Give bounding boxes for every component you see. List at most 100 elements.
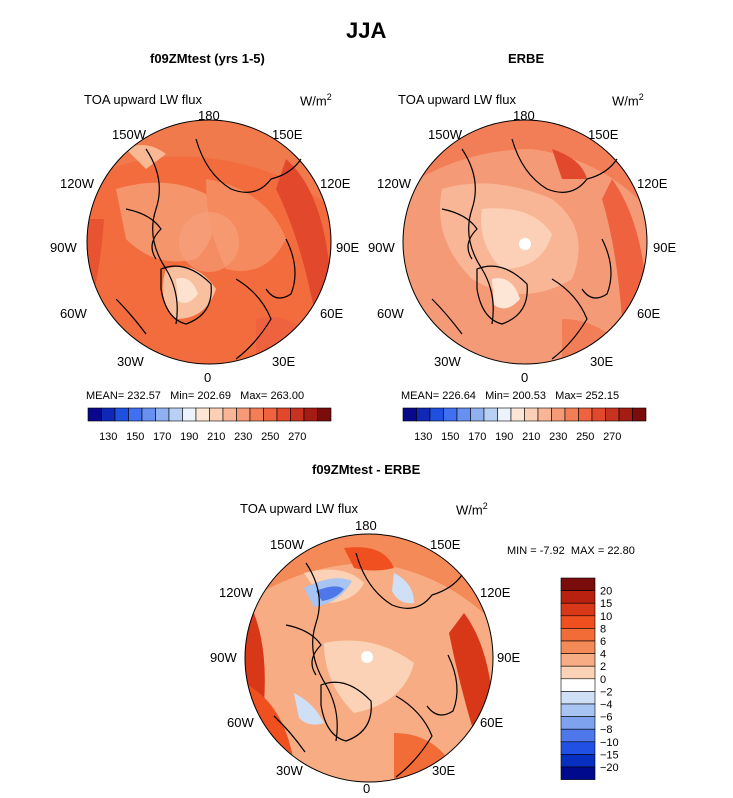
colorbar-swatch xyxy=(605,407,620,422)
panel-obs-lon-30e: 30E xyxy=(590,354,614,369)
colorbar-swatch xyxy=(470,407,485,422)
colorbar-swatch xyxy=(276,407,291,422)
panel-diff-lon-150w: 150W xyxy=(270,537,304,552)
panel-obs-pole-marker xyxy=(519,238,531,250)
diff-colorbar-tick-label: 20 xyxy=(600,586,612,598)
diff-colorbar-swatch xyxy=(560,728,596,743)
colorbar-swatch xyxy=(564,407,579,422)
panel-diff-variable-label: TOA upward LW flux xyxy=(240,501,359,516)
colorbar-tick-label: 130 xyxy=(99,431,117,443)
colorbar-tick-label: 230 xyxy=(234,431,252,443)
diff-colorbar-swatch xyxy=(560,754,596,768)
colorbar-swatch xyxy=(87,407,102,422)
diff-colorbar-swatch xyxy=(560,653,596,667)
colorbar-swatch xyxy=(537,407,552,422)
panel-obs-lon-150e: 150E xyxy=(588,127,619,142)
colorbar-tick-label: 270 xyxy=(288,431,306,443)
panel-diff-lon-180: 180 xyxy=(355,518,377,533)
diff-colorbar-swatch xyxy=(560,716,596,730)
diff-colorbar-swatch xyxy=(560,640,596,654)
panel-model-lon-30w: 30W xyxy=(117,354,144,369)
panel-diff-stats: MIN = -7.92 MAX = 22.80 xyxy=(507,545,635,557)
diff-colorbar-swatch xyxy=(560,602,596,617)
colorbar-swatch xyxy=(402,407,417,422)
colorbar-tick-label: 250 xyxy=(576,431,594,443)
colorbar-tick-label: 190 xyxy=(495,431,513,443)
panel-obs-stats: MEAN= 226.64 Min= 200.53 Max= 252.15 xyxy=(401,390,620,402)
panel-model-min: 202.69 xyxy=(197,390,231,402)
diff-colorbar-tick-label: −4 xyxy=(600,699,613,711)
colorbar-swatch xyxy=(443,407,458,422)
colorbar-swatch xyxy=(632,407,647,422)
panel-obs-polar-map xyxy=(402,119,648,365)
colorbar-tick-label: 250 xyxy=(261,431,279,443)
diff-colorbar-tick-label: 10 xyxy=(600,611,612,623)
panel-diff-boundary xyxy=(244,533,494,783)
colorbar-swatch xyxy=(551,407,566,422)
panel-model-lon-150e: 150E xyxy=(272,127,303,142)
panel-obs-lon-180: 180 xyxy=(513,108,535,123)
diff-colorbar-tick-label: −20 xyxy=(600,762,619,774)
panel-model-lon-60e: 60E xyxy=(320,306,344,321)
panel-model-boundary xyxy=(86,119,332,365)
diff-colorbar-tick-label: 4 xyxy=(600,649,606,661)
panel-obs-lon-90w: 90W xyxy=(368,240,395,255)
panel-obs-subtitle: ERBE xyxy=(508,51,545,66)
panel-model-units: W/m2 xyxy=(300,92,332,109)
panel-diff-lon-120e: 120E xyxy=(480,585,511,600)
colorbar-tick-label: 170 xyxy=(153,431,171,443)
panel-model-lon-90e: 90E xyxy=(336,240,360,255)
panel-model-lon-150w: 150W xyxy=(112,127,146,142)
diff-colorbar-swatch xyxy=(560,703,596,717)
panel-model-subtitle: f09ZMtest (yrs 1-5) xyxy=(150,51,265,66)
colorbar-swatch xyxy=(114,407,129,422)
diff-colorbar-swatch xyxy=(560,590,596,604)
diff-colorbar-tick-label: 2 xyxy=(600,661,606,673)
colorbar-swatch xyxy=(497,407,512,422)
colorbar-swatch xyxy=(591,407,606,422)
diff-colorbar-tick-label: −15 xyxy=(600,749,619,761)
panel-obs-lon-60w: 60W xyxy=(377,306,404,321)
colorbar-tick-label: 150 xyxy=(126,431,144,443)
colorbar-swatch xyxy=(303,407,318,422)
panel-model-mean: 232.57 xyxy=(127,390,161,402)
panel-obs-max: 252.15 xyxy=(585,390,620,402)
colorbar-swatch xyxy=(141,407,156,422)
diff-colorbar-swatch xyxy=(560,678,596,692)
panel-diff-lon-90e: 90E xyxy=(497,650,521,665)
panel-model-stats: MEAN= 232.57 Min= 202.69 Max= 263.00 xyxy=(86,390,305,402)
panel-diff-lon-120w: 120W xyxy=(219,585,253,600)
colorbar-swatch xyxy=(236,407,251,422)
panel-obs-colorbar: 130 150 170 190 210 230 250 270 xyxy=(402,407,647,443)
panel-obs-lon-30w: 30W xyxy=(434,354,461,369)
colorbar-tick-label: 210 xyxy=(522,431,540,443)
diff-colorbar-tick-label: −10 xyxy=(600,737,619,749)
colorbar-swatch xyxy=(155,407,170,422)
panel-diff-coastlines xyxy=(273,552,463,778)
panel-obs-lon-120e: 120E xyxy=(637,176,668,191)
diff-colorbar-swatch xyxy=(560,691,596,705)
colorbar-swatch xyxy=(429,407,444,422)
panel-obs-units: W/m2 xyxy=(612,92,644,109)
panel-diff-min: -7.92 xyxy=(539,545,565,557)
colorbar-swatch xyxy=(168,407,183,422)
colorbar-swatch xyxy=(618,407,633,422)
panel-model-lon-120w: 120W xyxy=(60,176,94,191)
diff-colorbar-tick-label: −6 xyxy=(600,712,613,724)
panel-model-variable-label: TOA upward LW flux xyxy=(84,92,203,107)
diff-colorbar-swatch xyxy=(560,615,596,629)
panel-obs-coastlines xyxy=(431,138,618,360)
panel-model-lon-90w: 90W xyxy=(50,240,77,255)
diff-colorbar-tick-label: 15 xyxy=(600,598,612,610)
diff-colorbar-swatch xyxy=(560,766,596,780)
colorbar-swatch xyxy=(195,407,210,422)
colorbar-swatch xyxy=(524,407,539,422)
panel-model-lon-180: 180 xyxy=(198,108,220,123)
colorbar-tick-label: 190 xyxy=(180,431,198,443)
panel-diff-lon-60w: 60W xyxy=(227,715,254,730)
panel-obs-lon-90e: 90E xyxy=(653,240,677,255)
panel-obs-lon-120w: 120W xyxy=(377,176,411,191)
diff-colorbar-tick-label: 6 xyxy=(600,636,606,648)
colorbar-swatch xyxy=(249,407,264,422)
